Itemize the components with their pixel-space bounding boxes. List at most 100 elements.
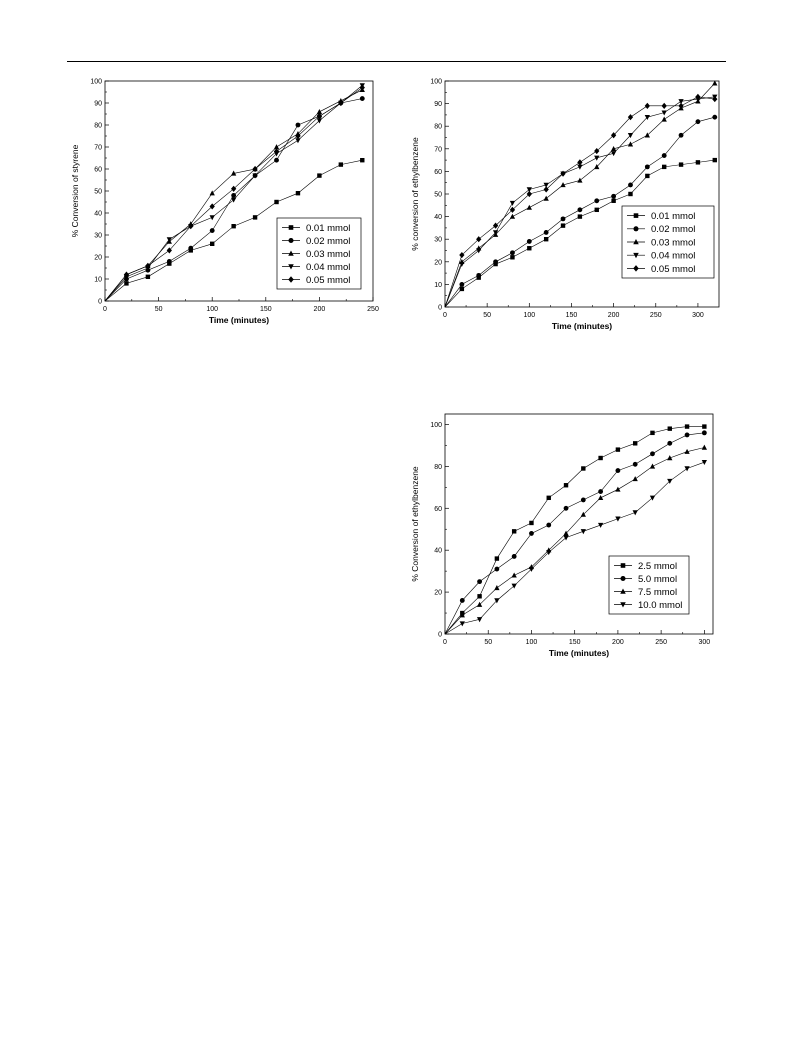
data-point [492, 230, 499, 236]
data-point [526, 204, 532, 210]
data-point [563, 505, 569, 511]
x-axis-label: Time (minutes) [549, 648, 609, 658]
series-triangle-up [444, 444, 707, 635]
data-point [678, 132, 684, 138]
data-point [166, 247, 172, 254]
data-point [511, 583, 517, 589]
series-line [444, 447, 705, 635]
data-point [124, 281, 129, 286]
data-point [712, 80, 718, 86]
y-tick-label: 100 [430, 79, 442, 86]
legend-label: 0.05 mmol [306, 275, 350, 286]
legend-marker [288, 225, 294, 230]
legend-label: 0.01 mmol [651, 211, 695, 222]
y-tick-label: 20 [94, 255, 102, 262]
legend-label: 0.03 mmol [651, 237, 695, 248]
x-axis-label: Time (minutes) [209, 315, 269, 325]
x-tick-label: 0 [443, 312, 447, 319]
data-point [560, 182, 566, 188]
data-point [252, 165, 258, 173]
data-point [684, 432, 690, 438]
data-point [459, 281, 465, 287]
x-tick-label: 250 [367, 306, 379, 313]
data-point [494, 566, 500, 572]
series-square [104, 158, 365, 302]
data-point [563, 535, 569, 541]
data-point [649, 463, 656, 469]
data-point [274, 199, 279, 205]
chart-ethylbenzene-conversion-substrate: 0 50 100 150 200 250 300 0 20 40 60 80 100 Time (minu… [410, 413, 714, 658]
series-diamond [444, 93, 718, 308]
y-tick-label: 40 [434, 548, 442, 555]
data-point [667, 455, 673, 461]
data-point [684, 448, 690, 454]
data-point [645, 173, 650, 179]
data-point [661, 102, 667, 109]
y-tick-label: 60 [434, 169, 442, 176]
data-point [509, 200, 516, 206]
x-tick-label: 0 [443, 639, 447, 646]
legend-item: 0.05 mmol [627, 264, 695, 275]
y-tick-label: 70 [94, 145, 102, 152]
series-circle [444, 114, 718, 308]
legend-label: 0.05 mmol [651, 264, 695, 275]
data-point [611, 193, 617, 199]
y-tick-label: 80 [434, 464, 442, 471]
legend-item: 0.04 mmol [282, 262, 350, 273]
data-point [560, 170, 566, 177]
legend-item: 0.04 mmol [627, 251, 695, 262]
y-tick-label: 30 [434, 237, 442, 244]
data-point [628, 182, 633, 188]
data-point [526, 187, 532, 193]
series-square [444, 157, 717, 308]
legend-label: 0.02 mmol [651, 224, 695, 235]
x-tick-label: 50 [155, 306, 163, 313]
data-point [662, 164, 667, 170]
data-point [476, 248, 482, 254]
series-diamond [104, 84, 365, 302]
data-point [231, 224, 236, 229]
chart-styrene-conversion: 0 50 100 150 200 250 0 10 20 30 40 50 60 70 80 90 100 Tim… [70, 79, 379, 326]
data-point [597, 522, 604, 528]
y-tick-label: 80 [94, 123, 102, 130]
legend-item: 0.05 mmol [282, 275, 350, 286]
data-point [577, 177, 583, 183]
data-point [627, 133, 634, 139]
data-point [510, 250, 515, 256]
data-point [295, 138, 301, 144]
legend: 0.01 mmol 0.02 mmol 0.03 mmol 0.04 mmol 0.05… [276, 217, 362, 290]
data-point [494, 585, 500, 591]
data-point [615, 447, 621, 452]
data-point [459, 598, 465, 603]
data-point [615, 486, 621, 492]
data-point [580, 529, 586, 535]
legend: 0.01 mmol 0.02 mmol 0.03 mmol 0.04 mmol 0.05… [621, 205, 715, 279]
series-line [444, 426, 705, 635]
legend-label: 5.0 mmol [638, 574, 677, 585]
data-point [610, 151, 617, 157]
legend-marker [288, 264, 294, 270]
data-point [231, 170, 237, 176]
data-point [295, 132, 301, 140]
x-tick-label: 150 [566, 312, 578, 319]
data-point [667, 426, 672, 431]
legend-label: 10.0 mmol [638, 600, 682, 611]
y-tick-label: 90 [434, 101, 442, 108]
data-point [546, 550, 552, 556]
legend-label: 0.04 mmol [651, 251, 695, 262]
data-point [543, 237, 549, 242]
data-point [684, 424, 690, 429]
x-tick-label: 300 [699, 639, 711, 646]
data-point [580, 497, 586, 503]
data-point [317, 173, 322, 178]
x-tick-label: 250 [655, 639, 667, 646]
data-point [273, 144, 280, 150]
x-tick-label: 0 [103, 306, 107, 313]
data-point [702, 424, 707, 429]
data-point [560, 223, 566, 228]
x-tick-label: 50 [484, 639, 492, 646]
data-point [476, 236, 482, 243]
data-point [492, 222, 499, 229]
data-point [712, 96, 718, 103]
y-tick-label: 50 [434, 192, 442, 199]
